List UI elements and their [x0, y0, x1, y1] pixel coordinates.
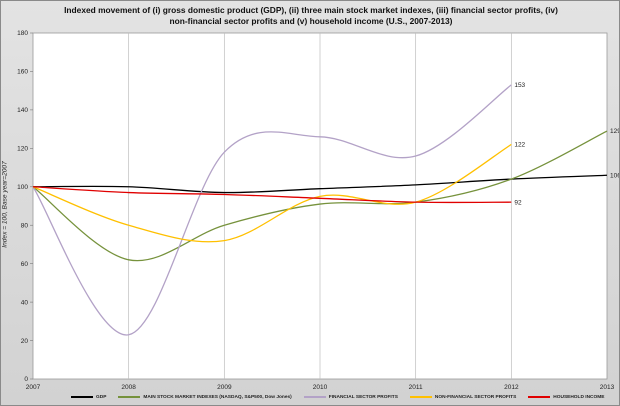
y-tick-label: 80 [21, 222, 29, 229]
legend-item: GDP [71, 395, 106, 400]
x-tick-label: 2012 [504, 384, 519, 391]
legend-swatch [303, 396, 326, 398]
legend-swatch [118, 396, 141, 398]
series-line [32, 84, 512, 336]
x-tick-label: 2007 [26, 384, 41, 391]
series-end-label: 153 [514, 82, 525, 89]
y-tick-label: 120 [17, 146, 28, 153]
legend-item: NON-FINANCIAL SECTOR PROFITS [409, 394, 517, 400]
series-end-label: 122 [514, 142, 525, 149]
legend-swatch [71, 396, 93, 398]
y-tick-label: 160 [17, 69, 28, 76]
series-line [32, 186, 512, 204]
legend: GDP MAIN STOCK MARKET INDEXES (NASDAQ, S&… [71, 392, 604, 402]
y-tick-label: 180 [17, 30, 28, 37]
legend-label: NON-FINANCIAL SECTOR PROFITS [434, 394, 517, 400]
y-tick-label: 140 [17, 107, 28, 114]
series-line [32, 130, 608, 262]
legend-label: HOUSEHOLD INCOME [553, 394, 605, 400]
legend-swatch [409, 396, 432, 398]
legend-item: FINANCIAL SECTOR PROFITS [303, 394, 398, 400]
y-tick-label: 20 [21, 338, 29, 345]
y-tick-label: 0 [24, 376, 28, 383]
x-tick-label: 2008 [121, 384, 136, 391]
x-tick-label: 2013 [600, 384, 615, 391]
x-tick-label: 2010 [313, 384, 328, 391]
legend-item: MAIN STOCK MARKET INDEXES (NASDAQ, S&P50… [118, 394, 292, 400]
y-tick-label: 40 [21, 299, 29, 306]
legend-label: GDP [96, 394, 107, 400]
series-end-label: 129 [610, 128, 619, 135]
x-tick-label: 2011 [409, 384, 423, 391]
series-end-label: 106 [610, 172, 619, 179]
legend-item: HOUSEHOLD INCOME [528, 395, 604, 400]
legend-label: MAIN STOCK MARKET INDEXES (NASDAQ, S&P50… [143, 394, 292, 400]
y-tick-label: 60 [21, 261, 29, 268]
chart-title: Indexed movement of (i) gross domestic p… [64, 5, 558, 26]
y-tick-label: 100 [17, 184, 28, 191]
legend-swatch [528, 396, 551, 398]
series-line [32, 143, 512, 243]
x-tick-label: 2009 [217, 384, 232, 391]
legend-label: FINANCIAL SECTOR PROFITS [328, 394, 398, 400]
series-end-label: 92 [514, 199, 522, 206]
y-axis-label: Index = 100, Base year=2007 [1, 161, 9, 248]
